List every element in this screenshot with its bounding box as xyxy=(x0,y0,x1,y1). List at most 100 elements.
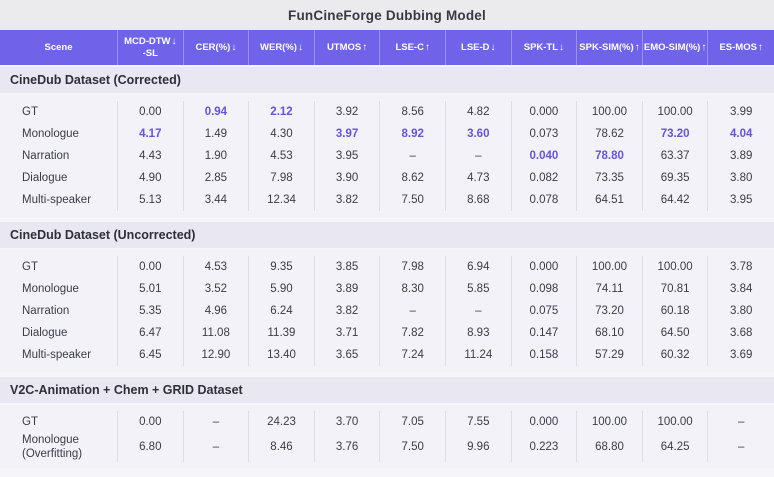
up-arrow-icon: ↑ xyxy=(701,41,707,53)
down-arrow-icon: ↓ xyxy=(490,41,496,53)
metric-cell: 2.85 xyxy=(184,167,250,189)
down-arrow-icon: ↓ xyxy=(559,41,565,53)
column-header-es-mos: ES-MOS ↑ xyxy=(708,30,774,65)
metric-cell: 4.43 xyxy=(118,145,184,167)
metric-cell: 0.147 xyxy=(512,322,578,344)
metric-cell: 5.13 xyxy=(118,189,184,211)
metric-cell: 0.158 xyxy=(512,344,578,366)
metric-cell: 64.25 xyxy=(643,433,709,462)
scene-label: GT xyxy=(0,411,118,433)
metric-cell: – xyxy=(184,411,250,433)
scene-label: GT xyxy=(0,101,118,123)
metric-cell: 74.11 xyxy=(577,278,643,300)
column-header-emo-sim: EMO-SIM(%) ↑ xyxy=(643,30,709,65)
metric-cell: 3.78 xyxy=(729,261,753,273)
metric-cell: 3.85 xyxy=(315,256,381,278)
metric-cell: 6.24 xyxy=(249,300,315,322)
metric-cell: 4.30 xyxy=(249,123,315,145)
column-label: WER(%) xyxy=(260,41,297,53)
table-sections: CineDub Dataset (Corrected) GT 0.00 0.94 2.1… xyxy=(0,67,774,468)
metric-cell: 0.00 xyxy=(118,256,184,278)
up-arrow-icon: ↑ xyxy=(362,41,368,53)
metric-cell: 3.84 xyxy=(729,283,753,295)
metric-cell: 7.82 xyxy=(380,322,446,344)
down-arrow-icon: ↓ xyxy=(297,41,303,53)
metric-cell: 3.95 xyxy=(315,145,381,167)
up-arrow-icon: ↑ xyxy=(424,41,430,53)
metric-cell: 100.00 xyxy=(577,101,643,123)
metric-cell: 2.12 xyxy=(249,101,315,123)
metric-cell: 0.00 xyxy=(118,101,184,123)
metric-cell: 11.08 xyxy=(184,322,250,344)
column-header-scene: Scene xyxy=(0,30,118,65)
metric-cell: 100.00 xyxy=(643,256,709,278)
table-header-row: Scene MCD-DTW ↓ -SL CER(%) ↓ WER(%) ↓ UTMOS ↑ LSE-… xyxy=(0,30,774,65)
metric-cell: 3.52 xyxy=(184,278,250,300)
metric-cell: 9.35 xyxy=(249,256,315,278)
metric-cell: 4.04 xyxy=(729,128,753,140)
scene-label: Dialogue xyxy=(0,322,118,344)
section-data-block: GT 0.00 4.53 9.35 3.85 7.98 6.94 0.000 100.00 100… xyxy=(0,250,774,372)
metric-cell: 0.223 xyxy=(512,433,578,462)
column-header-lse-d: LSE-D ↓ xyxy=(446,30,512,65)
metric-cell: 78.62 xyxy=(577,123,643,145)
column-header-spk-tl: SPK-TL ↓ xyxy=(512,30,578,65)
metric-cell: 3.82 xyxy=(315,189,381,211)
column-header-spk-sim: SPK-SIM(%) ↑ xyxy=(577,30,643,65)
metric-cell: 11.39 xyxy=(249,322,315,344)
metric-cell: 8.46 xyxy=(249,433,315,462)
metric-cell: 3.76 xyxy=(315,433,381,462)
metric-cell: 64.51 xyxy=(577,189,643,211)
metric-cell: 8.92 xyxy=(380,123,446,145)
metric-cell: 0.073 xyxy=(512,123,578,145)
metric-cell: 73.20 xyxy=(643,123,709,145)
scene-label: GT xyxy=(0,256,118,278)
section-data-block: GT 0.00–24.23 3.70 7.05 7.55 0.000 100.00 100.0… xyxy=(0,405,774,468)
metric-cell: 0.000 xyxy=(512,411,578,433)
metric-cell: 5.35 xyxy=(118,300,184,322)
metric-cell: 4.53 xyxy=(184,256,250,278)
up-arrow-icon: ↑ xyxy=(634,41,640,53)
metric-cell: 70.81 xyxy=(643,278,709,300)
metric-cell: 4.17 xyxy=(118,123,184,145)
metric-cell: – xyxy=(380,145,446,167)
metric-cell: 60.32 xyxy=(643,344,709,366)
metric-cell: 100.00 xyxy=(643,101,709,123)
column-label: LSE-C xyxy=(395,41,424,53)
metric-cell: 3.68 xyxy=(729,327,753,339)
metric-cell: 4.82 xyxy=(446,101,512,123)
metric-cell: 3.69 xyxy=(729,349,753,361)
metric-cell: 7.98 xyxy=(249,167,315,189)
metric-cell: 3.80 xyxy=(729,305,753,317)
column-label: SPK-SIM(%) xyxy=(579,41,634,53)
metric-cell: 3.92 xyxy=(315,101,381,123)
metric-cell: 0.040 xyxy=(512,145,578,167)
metric-cell: 7.55 xyxy=(446,411,512,433)
metric-cell: – xyxy=(446,145,512,167)
column-label: CER(%) xyxy=(195,41,231,53)
metric-cell: 73.35 xyxy=(577,167,643,189)
scene-label: Narration xyxy=(0,300,118,322)
metric-cell: 78.80 xyxy=(577,145,643,167)
metric-cell: 3.80 xyxy=(729,172,753,184)
metric-cell: 6.80 xyxy=(118,433,184,462)
metric-cell: 12.90 xyxy=(184,344,250,366)
metric-cell: 4.73 xyxy=(446,167,512,189)
metric-cell: 68.80 xyxy=(577,433,643,462)
metric-cell: 0.000 xyxy=(512,256,578,278)
metric-cell: 3.70 xyxy=(315,411,381,433)
section-heading-v2c-animation-chem-grid-dataset: V2C-Animation + Chem + GRID Dataset xyxy=(0,377,774,403)
metric-cell: 4.53 xyxy=(249,145,315,167)
metric-cell: 0.082 xyxy=(512,167,578,189)
metric-cell: 100.00 xyxy=(643,411,709,433)
metric-cell: 3.44 xyxy=(184,189,250,211)
down-arrow-icon: ↓ xyxy=(231,41,237,53)
metric-cell: – xyxy=(737,416,745,428)
metric-cell: 100.00 xyxy=(577,256,643,278)
scene-label: Monologue xyxy=(0,123,118,145)
metric-cell: 24.23 xyxy=(249,411,315,433)
metric-cell: 4.96 xyxy=(184,300,250,322)
metric-cell: 3.82 xyxy=(315,300,381,322)
metric-cell: 6.45 xyxy=(118,344,184,366)
metric-cell: 57.29 xyxy=(577,344,643,366)
